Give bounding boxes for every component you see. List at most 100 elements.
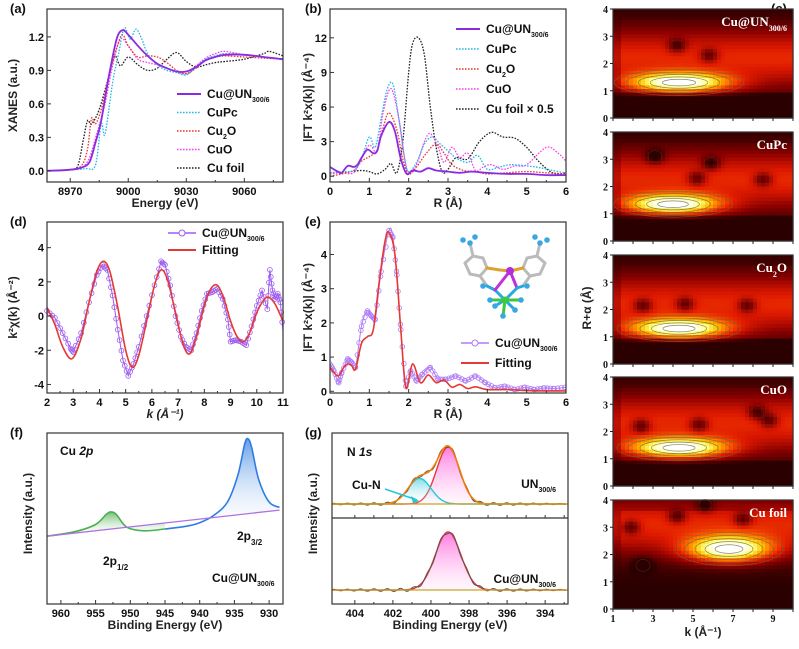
heatmap-cell: [633, 391, 638, 396]
heatmap-cell: [729, 324, 734, 329]
heatmap-cell: [785, 142, 790, 148]
contour-minimum: [669, 39, 685, 53]
heatmap-cell: [673, 204, 678, 209]
heatmap-cell: [661, 186, 666, 191]
heatmap-cell: [613, 222, 618, 228]
heatmap-cell: [641, 81, 646, 86]
heatmap-cell: [625, 99, 630, 105]
heatmap-cell: [661, 12, 666, 17]
heatmap-cell: [669, 175, 674, 180]
heatmap-cell: [717, 48, 722, 54]
heatmap-cell: [777, 9, 782, 14]
series-line-cu-foil: [47, 50, 283, 172]
heatmap-cell: [649, 52, 654, 57]
heatmap-cell: [721, 175, 726, 180]
heatmap-cell: [625, 409, 630, 414]
heatmap-cell: [753, 298, 758, 303]
heatmap-cell: [765, 175, 770, 180]
heatmap-cell: [781, 63, 786, 68]
heatmap-cell: [725, 132, 730, 137]
heatmap-cell: [653, 475, 658, 480]
heatmap-cell: [645, 96, 650, 101]
heatmap-cell: [785, 186, 790, 191]
heatmap-cell: [649, 276, 654, 282]
heatmap-cell: [657, 280, 662, 285]
heatmap-cell: [657, 475, 662, 480]
heatmap-cell: [653, 161, 658, 166]
heatmap-cell: [773, 349, 778, 354]
heatmap-cell: [625, 63, 630, 68]
heatmap-cell: [641, 157, 646, 162]
heatmap-cell: [713, 63, 718, 68]
heatmap-cell: [789, 360, 794, 365]
heatmap-cell: [741, 63, 746, 68]
heatmap-cell: [745, 81, 750, 86]
heatmap-cell: [673, 211, 678, 217]
heatmap-cell: [745, 19, 750, 25]
series-line-cu-un: [47, 29, 283, 172]
heatmap-cell: [625, 161, 630, 166]
heatmap-cell: [661, 269, 666, 274]
heatmap-cell: [733, 135, 738, 140]
heatmap-cell: [661, 309, 666, 314]
heatmap-cell: [693, 291, 698, 296]
heatmap-cell: [717, 302, 722, 307]
heatmap-cell: [773, 334, 778, 340]
contour-line: [628, 317, 730, 340]
heatmap-cell: [617, 438, 622, 443]
heatmap-cell: [705, 284, 710, 289]
y-tick-label: 0: [603, 360, 608, 371]
heatmap-cell: [625, 114, 630, 119]
heatmap-cell: [717, 56, 722, 61]
heatmap-cell: [745, 237, 750, 242]
heatmap-cell: [621, 431, 626, 436]
heatmap-cell: [765, 27, 770, 32]
heatmap-cell: [757, 110, 762, 115]
heatmap-cell: [785, 273, 790, 278]
heatmap-cell: [669, 139, 674, 144]
heatmap-cell: [741, 9, 746, 14]
heatmap-cell: [661, 482, 666, 487]
heatmap-cell: [641, 398, 646, 404]
heatmap-cell: [649, 171, 654, 177]
heatmap-cell: [717, 27, 722, 32]
heatmap-cell: [789, 146, 794, 151]
heatmap-cell: [769, 150, 774, 155]
heatmap-cell: [661, 324, 666, 329]
heatmap-cell: [681, 171, 686, 177]
heatmap-cell: [681, 449, 686, 454]
heatmap-cell: [725, 153, 730, 159]
heatmap-cell: [629, 398, 634, 404]
heatmap-cell: [689, 255, 694, 260]
heatmap-cell: [785, 255, 790, 260]
heatmap-cell: [697, 59, 702, 65]
heatmap-cell: [765, 258, 770, 263]
heatmap-cell: [753, 164, 758, 169]
heatmap-cell: [689, 103, 694, 108]
heatmap-cell: [741, 48, 746, 54]
heatmap-cell: [653, 442, 658, 447]
heatmap-cell: [637, 313, 642, 318]
heatmap-cell: [785, 9, 790, 14]
heatmap-cell: [729, 34, 734, 39]
heatmap-cell: [773, 211, 778, 217]
heatmap-cell: [789, 353, 794, 358]
heatmap-cell: [689, 230, 694, 235]
heatmap-cell: [685, 265, 690, 271]
heatmap-cell: [697, 219, 702, 224]
heatmap-cell: [693, 99, 698, 105]
heatmap-cell: [649, 302, 654, 307]
heatmap-cell: [757, 226, 762, 231]
heatmap-cell: [753, 331, 758, 336]
heatmap-cell: [785, 226, 790, 231]
heatmap-cell: [705, 226, 710, 231]
heatmap-cell: [649, 409, 654, 414]
heatmap-cell: [741, 135, 746, 140]
heatmap-cell: [637, 298, 642, 303]
heatmap-cell: [617, 416, 622, 422]
heatmap-cell: [745, 27, 750, 32]
heatmap-cell: [681, 258, 686, 263]
heatmap-cell: [669, 255, 674, 260]
heatmap-cell: [745, 230, 750, 235]
